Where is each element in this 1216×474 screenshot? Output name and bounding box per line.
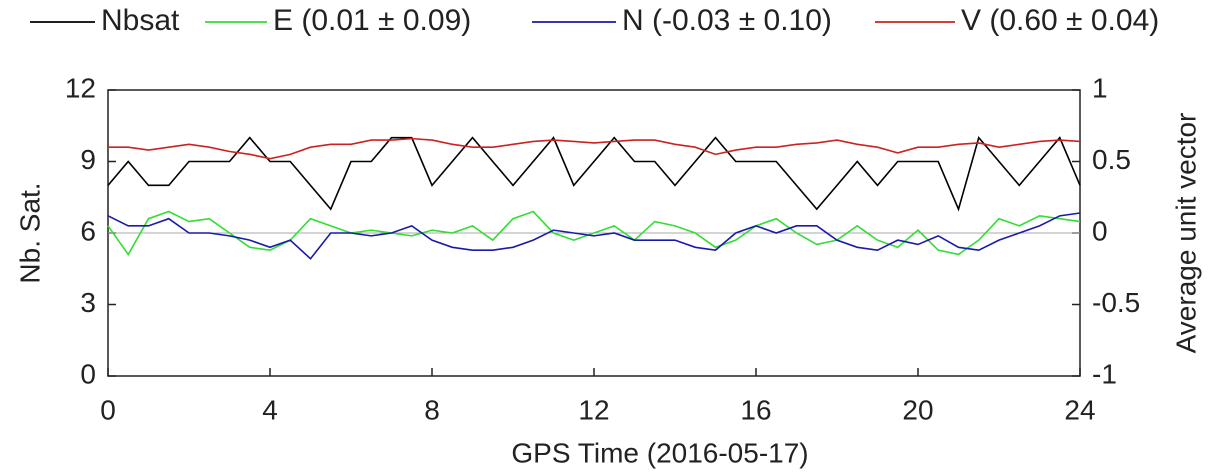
y2-tick-label: 0: [1092, 215, 1108, 246]
legend-label: Nbsat: [101, 4, 180, 37]
y2-axis-label: Average unit vector: [1170, 113, 1201, 354]
y-tick-label: 6: [80, 215, 96, 246]
x-tick-label: 4: [262, 394, 278, 425]
y2-tick-label: 1: [1092, 72, 1108, 103]
x-tick-label: 24: [1064, 394, 1095, 425]
y2-tick-label: 0.5: [1092, 144, 1131, 175]
y-tick-label: 3: [80, 287, 96, 318]
x-tick-label: 8: [424, 394, 440, 425]
series-line: [107, 136, 1081, 212]
y-tick-label: 0: [80, 358, 96, 389]
series-line: [107, 212, 1081, 260]
x-axis-label: GPS Time (2016-05-17): [511, 437, 808, 468]
y-tick-label: 9: [80, 144, 96, 175]
legend-label: V (0.60 ± 0.04): [961, 4, 1159, 37]
y2-tick-label: -0.5: [1092, 287, 1140, 318]
x-tick-label: 0: [100, 394, 116, 425]
series-line: [108, 137, 1081, 160]
series-line: [107, 210, 1081, 256]
y-tick-label: 12: [65, 72, 96, 103]
y2-tick-label: -1: [1092, 358, 1117, 389]
x-tick-label: 16: [740, 394, 771, 425]
y-axis-label: Nb. Sat.: [14, 182, 45, 283]
x-tick-label: 12: [578, 394, 609, 425]
legend-label: N (-0.03 ± 0.10): [622, 4, 832, 37]
legend-label: E (0.01 ± 0.09): [273, 4, 471, 37]
x-tick-label: 20: [902, 394, 933, 425]
